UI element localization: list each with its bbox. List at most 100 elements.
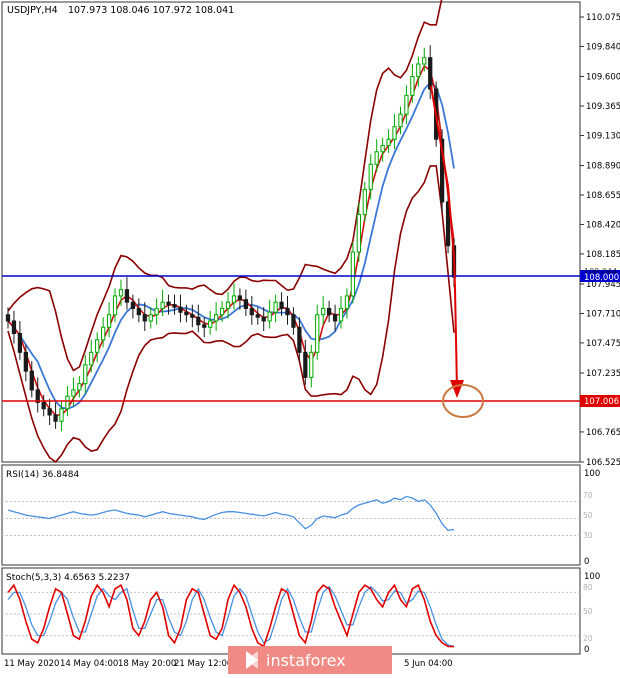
candle [392, 114, 397, 150]
candle [362, 181, 367, 222]
candle [255, 307, 260, 325]
stoch-grid [2, 591, 580, 637]
candle [202, 317, 207, 338]
candle [47, 398, 52, 426]
watermark: instaforex [228, 646, 392, 674]
candle [309, 344, 314, 388]
candle [11, 310, 17, 344]
x-axis: 11 May 2020 14 May 04:00 18 May 20:00 21… [4, 659, 453, 669]
price-tick-label: 109.600 [586, 73, 620, 83]
candle [445, 189, 451, 254]
candle [350, 242, 356, 304]
target-circle [442, 384, 484, 418]
ma-slow-line [7, 81, 455, 410]
candle [196, 304, 201, 333]
candle [184, 304, 189, 323]
price-tick-label: 109.130 [586, 131, 620, 141]
candle [166, 294, 171, 315]
x-label-1: 11 May 2020 [4, 659, 59, 669]
ma-fast-line [7, 64, 455, 416]
candle [261, 307, 266, 332]
candles [5, 45, 457, 432]
price-tick-label: 108.420 [586, 220, 620, 230]
candle [208, 310, 213, 335]
candle [5, 307, 11, 329]
candle [190, 304, 195, 328]
rsi-level-50-label: 50 [583, 511, 593, 520]
price-tick-label: 107.710 [586, 309, 620, 319]
candle [237, 288, 243, 310]
forecast-arrow [430, 85, 458, 391]
moving-averages [7, 64, 455, 416]
support-price-tag [580, 395, 620, 407]
candle [154, 298, 159, 325]
candle [368, 154, 373, 200]
x-label-3: 18 May 20:00 [118, 659, 176, 669]
rsi-bottom-tick: 0 [584, 557, 589, 567]
candle [89, 339, 94, 373]
candle [386, 129, 391, 154]
candle [106, 302, 112, 338]
price-tick-label: 107.235 [586, 369, 620, 379]
candle [404, 85, 409, 125]
price-panel: USDJPY,H4 107.973 108.046 107.972 108.04… [1, 0, 620, 468]
hidden-price-tick: 108.044 [584, 267, 617, 276]
candle [29, 361, 34, 398]
candle [243, 289, 249, 316]
price-tick-label: 108.185 [586, 250, 620, 260]
x-label-2: 14 May 04:00 [60, 659, 118, 669]
stoch-title: Stoch(5,3,3) 4.6563 5.2237 [6, 573, 130, 583]
stoch-level-50-label: 50 [583, 607, 593, 616]
candle [148, 307, 153, 329]
candle [172, 294, 177, 315]
rsi-title: RSI(14) 36.8484 [6, 470, 79, 480]
candle [219, 300, 225, 323]
bollinger-lower [7, 165, 455, 463]
price-tick-label: 107.475 [586, 339, 620, 349]
candle [124, 277, 130, 310]
candle [225, 292, 231, 319]
bollinger-upper [7, 0, 443, 372]
price-tick-label: 108.890 [586, 162, 620, 172]
support-price-label: 107.006 [584, 397, 619, 407]
candle [326, 300, 332, 323]
candle [380, 137, 385, 162]
candle [35, 377, 40, 413]
candle [279, 292, 284, 316]
resistance-price-label: 108.000 [584, 273, 619, 283]
rsi-top-tick: 100 [584, 469, 600, 479]
rsi-panel: RSI(14) 36.8484 100 0 70 50 30 [1, 464, 600, 567]
candle [338, 295, 344, 329]
rsi-line [7, 495, 455, 532]
resistance-price-tag [580, 270, 620, 282]
watermark-text: instaforex [266, 651, 346, 670]
candle [321, 295, 326, 325]
chart-symbol: USDJPY,H4 [7, 5, 58, 16]
price-tick-label: 110.075 [586, 13, 620, 23]
candle [101, 317, 106, 348]
candle [136, 298, 141, 323]
rsi-panel-frame [1, 464, 581, 566]
candle [416, 56, 421, 87]
chart-ohlc: 107.973 108.046 107.972 108.041 [68, 5, 234, 16]
stoch-level-80-label: 80 [583, 583, 593, 592]
candle [356, 201, 361, 263]
stoch-main-line [7, 583, 455, 648]
candle [160, 289, 165, 316]
candle [344, 288, 350, 319]
stoch-bottom-tick: 0 [584, 645, 589, 655]
candle [439, 129, 445, 212]
candle [178, 294, 183, 323]
candle [17, 320, 23, 360]
stoch-top-tick: 100 [584, 572, 600, 582]
price-tick-label: 106.525 [586, 458, 620, 468]
candle [59, 401, 64, 432]
candle [112, 288, 118, 323]
price-tick-label: 108.655 [586, 191, 620, 201]
watermark-logo-icon [246, 651, 258, 669]
price-tick-label: 109.840 [586, 42, 620, 52]
x-label-5: 5 Jun 04:00 [404, 659, 453, 669]
stoch-level-20-label: 20 [583, 634, 593, 643]
